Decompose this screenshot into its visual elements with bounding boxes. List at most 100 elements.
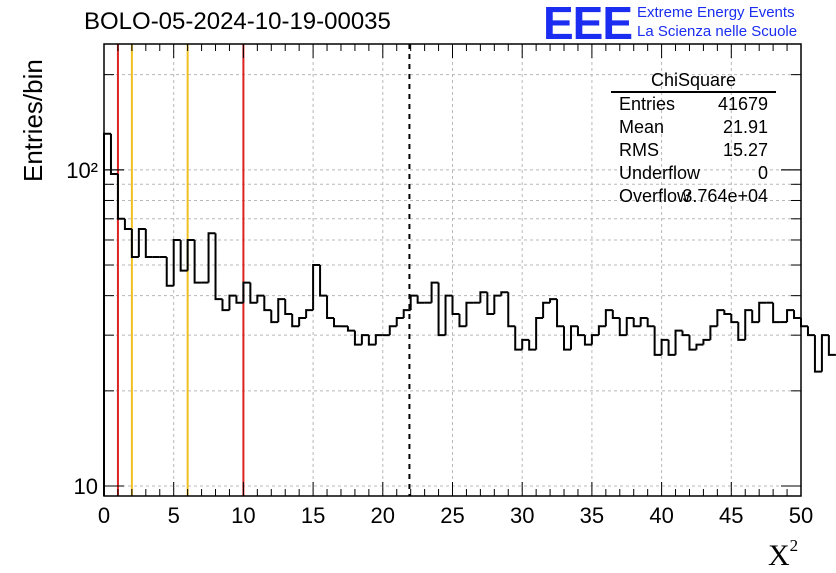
histogram-bin xyxy=(137,227,146,258)
histogram-bin xyxy=(228,294,237,311)
histogram-bin xyxy=(409,294,418,311)
histogram-bin xyxy=(723,310,732,315)
histogram-bin xyxy=(493,294,502,314)
histogram-bin xyxy=(333,317,341,328)
histogram-bin xyxy=(653,326,662,356)
histogram-bin xyxy=(402,309,411,318)
reference-lines xyxy=(116,44,411,496)
histogram-bin xyxy=(521,338,530,350)
histogram-bin xyxy=(291,313,300,328)
stats-value: 41679 xyxy=(717,94,768,114)
histogram-bin xyxy=(744,309,753,340)
histogram-bin xyxy=(479,291,488,303)
x-axis-label-superscript: 2 xyxy=(789,536,799,555)
chart-title: BOLO-05-2024-10-19-00035 xyxy=(84,8,391,35)
histogram-bin xyxy=(256,294,265,303)
logo-line-1: Extreme Energy Events xyxy=(637,4,795,21)
histogram-bin xyxy=(486,292,495,315)
histogram-bin xyxy=(576,326,585,337)
histogram-bin xyxy=(326,295,335,319)
stats-row-overflow: Overflow 3.764e+04 xyxy=(611,185,776,208)
histogram-bin xyxy=(639,316,648,327)
x-tick-label: 40 xyxy=(649,503,673,528)
histogram-bin xyxy=(556,299,565,328)
histogram-bin xyxy=(451,295,460,315)
histogram-bin xyxy=(500,291,509,296)
histogram-bin xyxy=(730,313,739,324)
stats-row-mean: Mean 21.91 xyxy=(611,116,776,139)
histogram-bin xyxy=(569,325,578,350)
histogram-bin xyxy=(688,335,697,351)
histogram-bin xyxy=(270,310,279,324)
histogram-bin xyxy=(583,335,592,346)
x-axis-label: X2 xyxy=(768,536,798,573)
histogram-bin xyxy=(632,317,641,328)
histogram-bin xyxy=(813,335,822,373)
histogram-bin xyxy=(312,264,321,311)
stats-label: Mean xyxy=(619,117,665,137)
stats-label: RMS xyxy=(619,140,659,160)
histogram-bin xyxy=(709,325,718,340)
histogram-bin xyxy=(458,313,467,328)
x-tick-label: 25 xyxy=(440,503,464,528)
histogram-bin xyxy=(263,295,272,312)
stats-value: 0 xyxy=(757,163,768,183)
histogram-bin xyxy=(109,133,118,176)
stats-value: 21.91 xyxy=(722,117,768,137)
histogram-bin xyxy=(528,339,537,351)
histogram-bin xyxy=(597,325,606,336)
y-tick-label: 10² xyxy=(66,158,98,183)
histogram-bin xyxy=(800,317,808,328)
stats-label: Overflow xyxy=(619,186,691,206)
histogram-bin xyxy=(416,295,425,304)
histogram-bin xyxy=(716,309,725,327)
histogram-bin xyxy=(388,325,397,336)
histogram-bin xyxy=(186,238,195,271)
histogram-bin xyxy=(179,239,188,272)
histogram-bin xyxy=(737,322,746,341)
x-tick-label: 15 xyxy=(301,503,325,528)
histogram-bin xyxy=(772,302,781,324)
stats-value: 3.764e+04 xyxy=(682,186,768,206)
histogram-bin xyxy=(793,310,801,319)
histogram-bin xyxy=(172,238,181,286)
histogram-bin xyxy=(542,301,551,318)
histogram-bin xyxy=(758,301,767,323)
histogram-bin xyxy=(695,343,704,350)
x-tick-label: 0 xyxy=(98,503,110,528)
histogram-bin xyxy=(604,309,613,327)
histogram-bin xyxy=(193,239,202,284)
histogram-bin xyxy=(144,228,153,259)
histogram-bin xyxy=(360,334,369,345)
histogram-bin xyxy=(514,326,523,351)
histogram-bin xyxy=(535,316,544,350)
stats-row-rms: RMS 15.27 xyxy=(611,139,776,162)
logo-line-2: La Scienza nelle Scuole xyxy=(637,23,798,40)
histogram-bin xyxy=(284,299,293,315)
histogram-bin xyxy=(507,292,516,328)
histogram-bin xyxy=(123,218,132,230)
histogram-bin xyxy=(437,282,446,337)
stats-row-underflow: Underflow 0 xyxy=(611,162,776,185)
histogram-bin xyxy=(806,326,815,337)
histogram-bin xyxy=(249,282,258,304)
y-tick-label: 10 xyxy=(74,474,98,499)
histogram-bin xyxy=(374,334,383,345)
histogram-bin xyxy=(346,326,355,332)
x-tick-label: 45 xyxy=(719,503,743,528)
histogram-bin xyxy=(563,326,571,351)
histogram-bin xyxy=(549,298,558,303)
histogram-bin xyxy=(646,317,655,328)
eee-logo: EEE xyxy=(543,0,633,49)
histogram-bin xyxy=(116,174,125,220)
x-tick-label: 20 xyxy=(371,503,395,528)
histogram-bin xyxy=(214,233,223,301)
histogram-bin xyxy=(298,316,307,327)
stats-box: ChiSquare Entries 41679 Mean 21.91 RMS 1… xyxy=(611,70,776,208)
histogram-bin xyxy=(130,228,139,259)
histogram-bin xyxy=(590,334,599,345)
histogram-bin xyxy=(681,330,690,337)
axes: 0 5 10 15 20 25 30 35 40 45 50 10 10² xyxy=(66,43,813,528)
x-tick-label: 50 xyxy=(789,503,813,528)
